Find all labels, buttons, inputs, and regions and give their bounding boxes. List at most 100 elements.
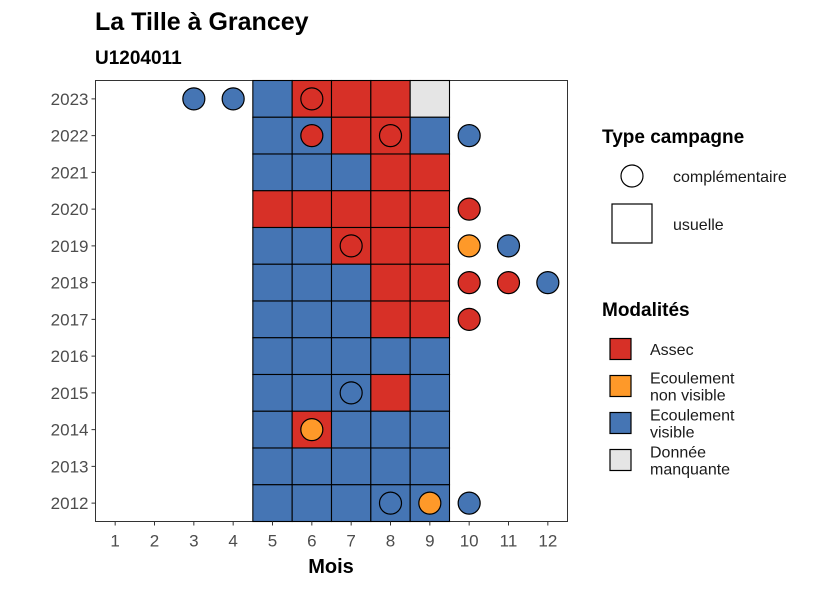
tile-2012-5: [252, 484, 293, 523]
legend-modalites-title: Modalités: [602, 300, 690, 321]
tile-2013-5: [252, 447, 293, 486]
tile-2021-9: [409, 153, 451, 192]
legend-label-line: Donnée: [650, 445, 706, 462]
point-2023-4: [221, 87, 245, 111]
tile-2023-8: [370, 79, 411, 118]
tile-2017-5: [252, 300, 293, 339]
point-2022-6: [300, 124, 324, 148]
tile-2018-9: [409, 263, 451, 302]
tile-2015-8: [370, 373, 411, 412]
tile-2017-8: [370, 300, 411, 339]
tile-2022-5: [252, 116, 293, 155]
tile-2014-5: [252, 410, 293, 449]
legend-complementaire-label: complémentaire: [673, 169, 787, 186]
y-tick-label-2013: 2013: [51, 457, 89, 476]
tile-2023-5: [252, 79, 293, 118]
chart-subtitle: U1204011: [95, 48, 182, 69]
tile-2016-9: [409, 337, 451, 376]
tile-2013-7: [330, 447, 372, 486]
tile-2014-7: [330, 410, 372, 449]
y-tick-label-2016: 2016: [51, 347, 89, 366]
tile-2020-6: [291, 190, 333, 229]
tile-2015-5: [252, 373, 293, 412]
tile-2018-5: [252, 263, 293, 302]
point-2018-11: [496, 271, 521, 295]
tile-2016-7: [330, 337, 372, 376]
tile-2016-5: [252, 337, 293, 376]
tile-2017-9: [409, 300, 451, 339]
x-tick-label-10: 10: [460, 532, 479, 551]
tiles-layer: [252, 79, 451, 523]
tile-2019-8: [370, 226, 411, 265]
tile-2020-8: [370, 190, 411, 229]
tile-2020-5: [252, 190, 293, 229]
tile-2014-8: [370, 410, 411, 449]
point-2015-7: [339, 381, 363, 405]
y-tick-label-2019: 2019: [51, 237, 89, 256]
point-2023-6: [300, 87, 324, 111]
x-tick-label-6: 6: [307, 532, 316, 551]
tile-2020-9: [409, 190, 451, 229]
point-2012-9: [418, 491, 442, 515]
tile-2017-6: [291, 300, 333, 339]
legend-label-donnee-manquante: Donnée manquante: [650, 445, 730, 479]
tile-2017-7: [330, 300, 372, 339]
legend-usuelle-label: usuelle: [673, 217, 724, 234]
point-2012-10: [457, 491, 481, 515]
y-tick-label-2018: 2018: [51, 274, 89, 293]
y-tick-label-2020: 2020: [51, 200, 89, 219]
point-2023-3: [182, 87, 206, 111]
tile-2019-5: [252, 226, 293, 265]
point-2020-10: [457, 197, 481, 221]
point-2012-8: [378, 491, 403, 515]
point-2019-7: [339, 234, 363, 258]
tile-2021-8: [370, 153, 411, 192]
point-2018-10: [457, 271, 481, 295]
tile-2012-7: [330, 484, 372, 523]
legend-modalites: Modalités Assec Ecoulement non visibleEcou…: [602, 300, 735, 479]
y-axis: 2012 2013 2014 2015 2016 2017 2018 2019 2020 2021…: [51, 90, 96, 513]
tile-2019-6: [291, 226, 333, 265]
tile-2021-6: [291, 153, 333, 192]
point-2014-6: [300, 418, 324, 442]
tile-2014-9: [409, 410, 451, 449]
tile-2013-9: [409, 447, 451, 486]
y-tick-label-2017: 2017: [51, 310, 89, 329]
legend-label-line: visible: [650, 425, 695, 442]
point-2017-10: [457, 307, 481, 331]
tile-2015-6: [291, 373, 333, 412]
point-2022-10: [457, 124, 481, 148]
tile-2021-7: [330, 153, 372, 192]
y-tick-label-2014: 2014: [51, 421, 89, 440]
point-2022-8: [378, 124, 403, 148]
legend-label-line: non visible: [650, 388, 726, 405]
tile-2015-9: [409, 373, 451, 412]
tile-2018-7: [330, 263, 372, 302]
legend-swatch-donnee-manquante: [609, 448, 632, 472]
point-2019-10: [457, 234, 481, 258]
y-tick-label-2015: 2015: [51, 384, 89, 403]
x-tick-label-4: 4: [228, 532, 237, 551]
y-tick-label-2012: 2012: [51, 494, 89, 513]
legend-swatch-ecoulement-non-visible: [609, 374, 632, 398]
legend-label-ecoulement-non-visible: Ecoulement non visible: [650, 371, 735, 405]
legend-label-ecoulement-visible: Ecoulement visible: [650, 408, 735, 442]
legend-label-line: manquante: [650, 462, 730, 479]
y-tick-label-2022: 2022: [51, 127, 89, 146]
tile-2021-5: [252, 153, 293, 192]
legend-type-title: Type campagne: [602, 127, 744, 148]
tile-2016-8: [370, 337, 411, 376]
legend-label-assec: Assec: [650, 342, 694, 359]
legend-swatch-assec: [609, 337, 632, 361]
legend-label-line: Assec: [650, 342, 694, 359]
legend-complementaire-circle: [620, 164, 644, 188]
x-tick-label-12: 12: [538, 532, 557, 551]
x-tick-label-1: 1: [110, 532, 119, 551]
legend-usuelle-square: [611, 203, 653, 244]
points-layer: [182, 87, 560, 515]
y-tick-label-2021: 2021: [51, 163, 89, 182]
tile-2018-6: [291, 263, 333, 302]
x-tick-label-11: 11: [500, 532, 518, 551]
tile-2016-6: [291, 337, 333, 376]
y-tick-label-2023: 2023: [51, 90, 89, 109]
